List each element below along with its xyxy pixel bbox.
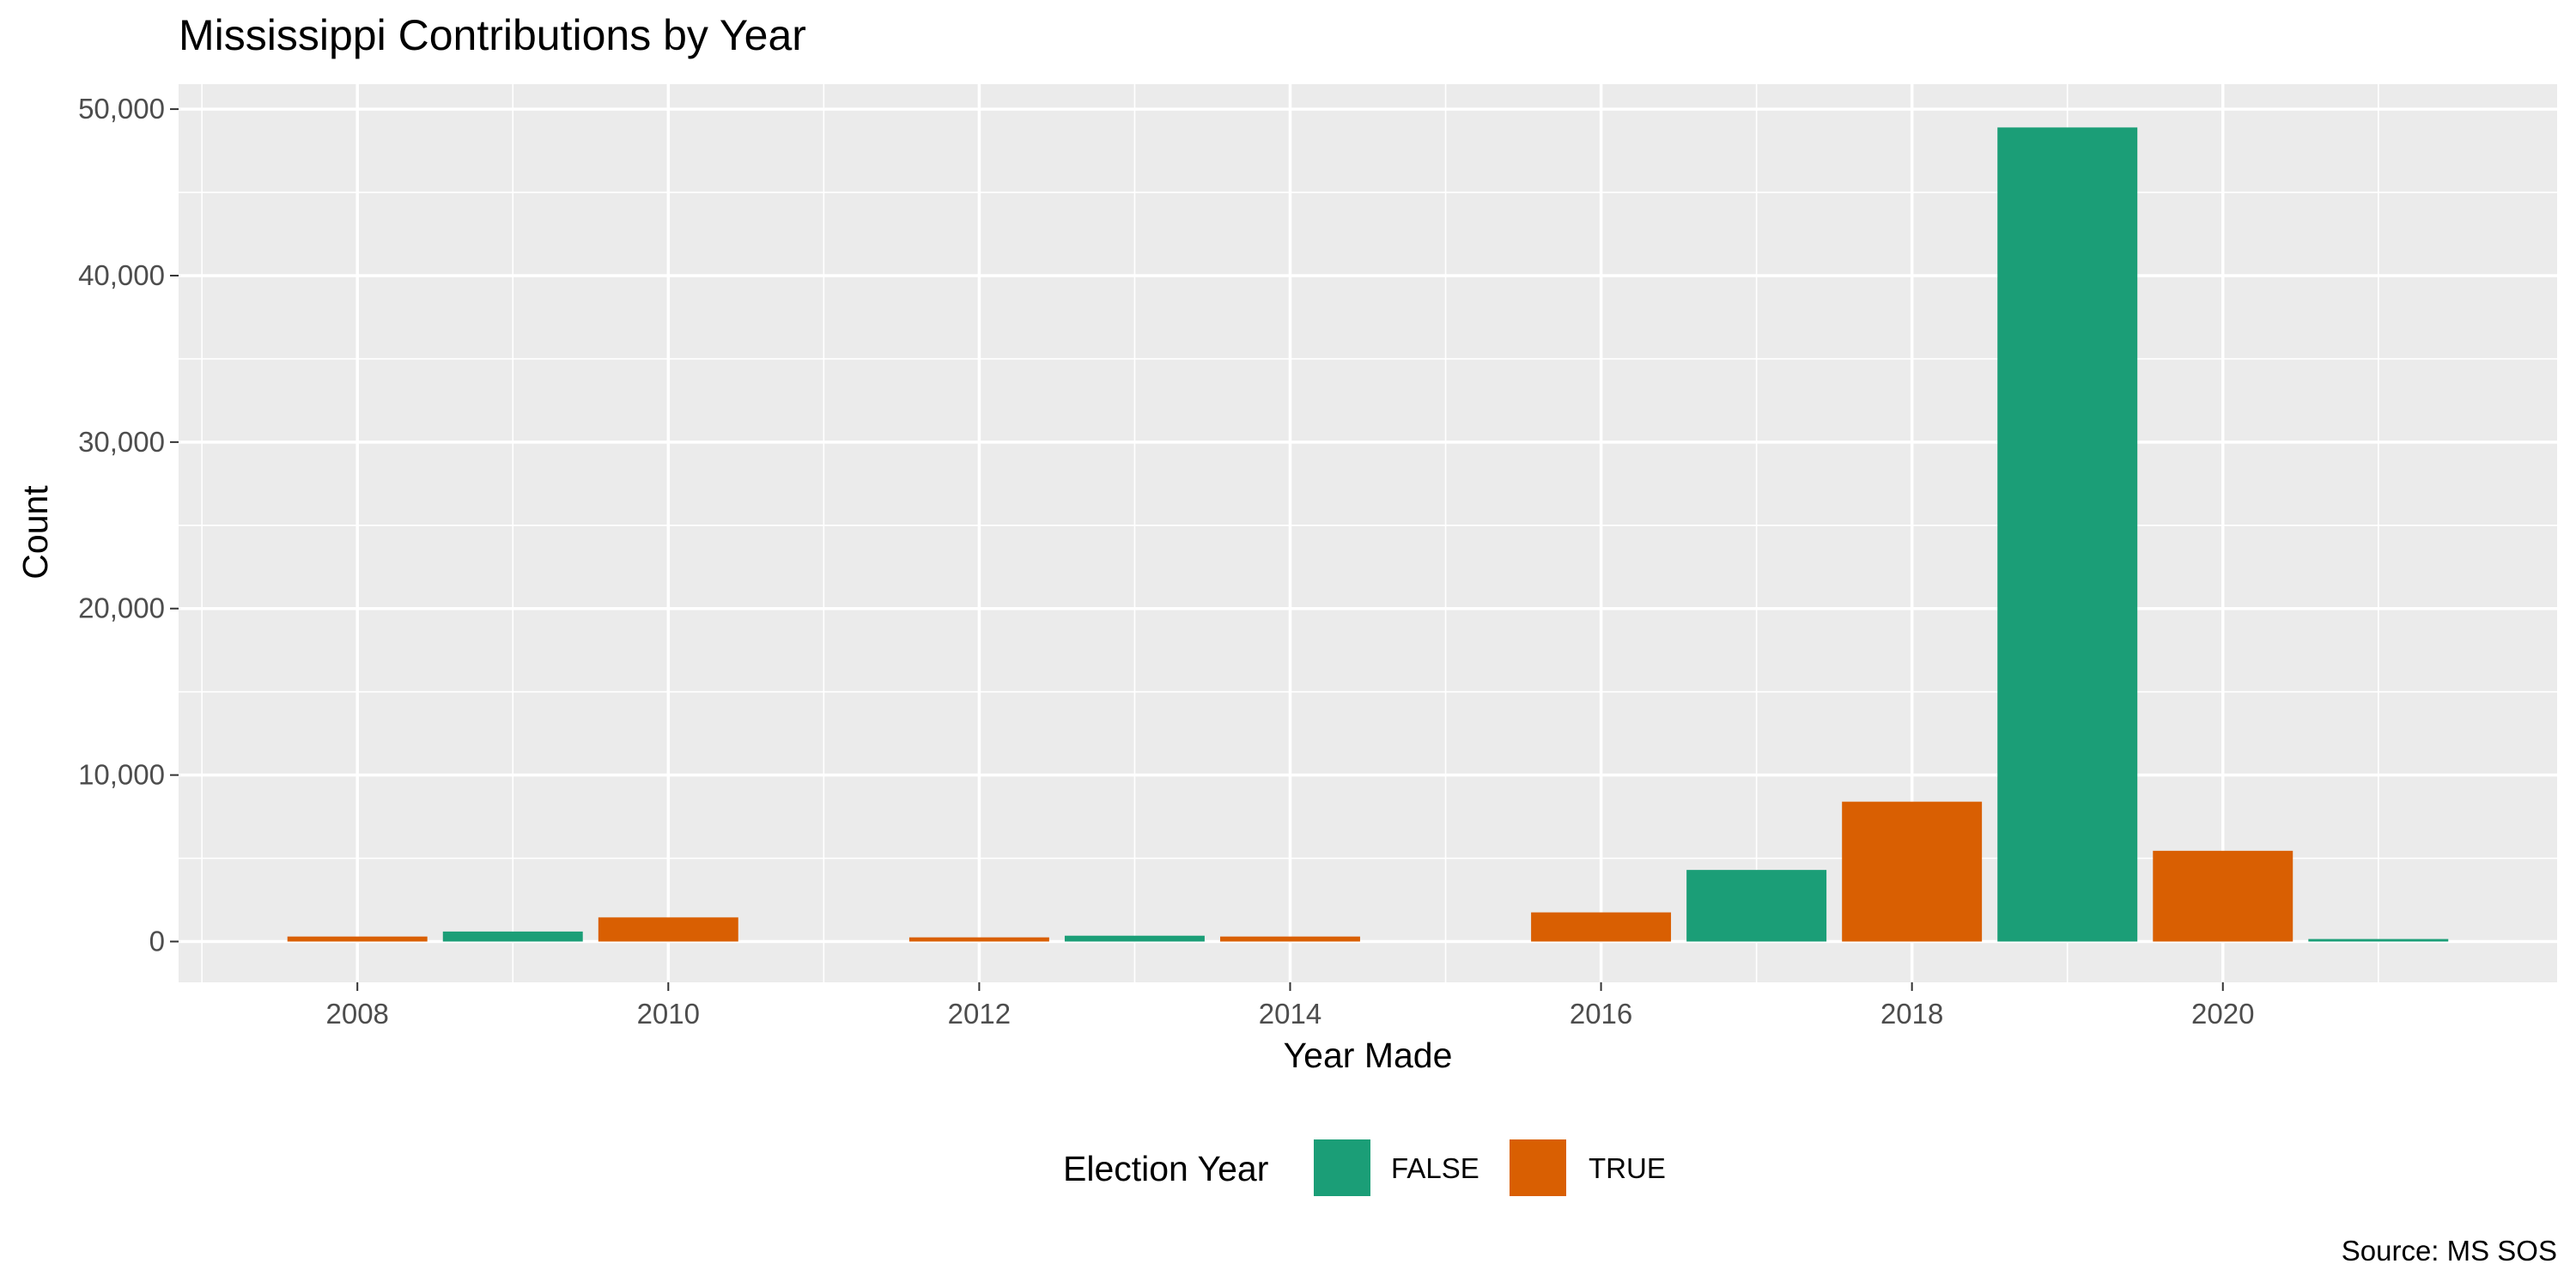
bar-2018 — [1842, 801, 1983, 942]
y-axis: 0 10,000 20,000 30,000 40,000 50,000 — [78, 93, 179, 957]
legend: Election Year FALSE TRUE — [1063, 1139, 1666, 1196]
y-axis-title: Count — [15, 485, 55, 580]
bar-2019 — [1997, 127, 2138, 942]
bar-2017 — [1686, 870, 1827, 942]
x-tick-label: 2010 — [637, 998, 700, 1030]
bar-2020 — [2153, 850, 2293, 942]
bar-2013 — [1064, 935, 1205, 942]
legend-key-false — [1314, 1139, 1370, 1196]
chart-title: Mississippi Contributions by Year — [179, 11, 806, 59]
x-tick-label: 2020 — [2191, 998, 2254, 1030]
legend-label-false: FALSE — [1391, 1152, 1479, 1184]
x-tick-label: 2008 — [325, 998, 388, 1030]
legend-label-true: TRUE — [1589, 1152, 1666, 1184]
bar-2008 — [287, 936, 428, 942]
bar-2010 — [598, 917, 738, 942]
bar-2014 — [1220, 936, 1360, 942]
y-tick-label: 30,000 — [78, 426, 165, 458]
x-axis: 2008 2010 2012 2014 2016 2018 2020 — [325, 982, 2254, 1030]
y-tick-label: 40,000 — [78, 259, 165, 291]
y-tick-label: 50,000 — [78, 93, 165, 125]
bar-2021 — [2308, 939, 2449, 942]
legend-key-true — [1510, 1139, 1566, 1196]
bar-2016 — [1531, 912, 1672, 942]
bar-2012 — [908, 937, 1049, 942]
bar-2009 — [442, 931, 583, 942]
y-tick-label: 20,000 — [78, 592, 165, 624]
legend-title: Election Year — [1063, 1149, 1268, 1188]
y-tick-label: 0 — [149, 925, 165, 957]
x-axis-title: Year Made — [1284, 1036, 1453, 1075]
caption: Source: MS SOS — [2342, 1235, 2557, 1267]
x-tick-label: 2012 — [948, 998, 1011, 1030]
x-tick-label: 2016 — [1570, 998, 1632, 1030]
x-tick-label: 2014 — [1259, 998, 1321, 1030]
y-tick-label: 10,000 — [78, 759, 165, 791]
plot-panel — [179, 84, 2557, 982]
x-tick-label: 2018 — [1880, 998, 1943, 1030]
bars — [287, 127, 2449, 942]
